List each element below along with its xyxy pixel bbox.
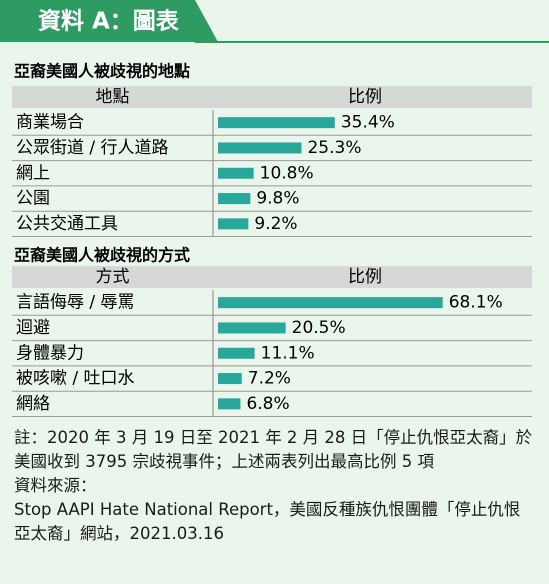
header-title: 資料 A：圖表	[38, 8, 180, 35]
category-label: 公眾街道 / 行人道路	[16, 138, 169, 158]
bar	[218, 218, 249, 230]
table-title: 亞裔美國人被歧視的地點	[14, 62, 190, 81]
column-header: 比例	[348, 87, 382, 107]
value-label: 35.4%	[341, 113, 395, 133]
category-label: 網上	[16, 163, 50, 183]
bar	[218, 142, 302, 154]
value-label: 7.2%	[248, 369, 291, 389]
bar	[218, 398, 241, 410]
notes: 註：2020 年 3 月 19 日至 2021 年 2 月 28 日「停止仇恨亞…	[14, 426, 536, 546]
value-label: 11.1%	[261, 343, 315, 363]
value-label: 68.1%	[449, 293, 503, 313]
header-banner	[0, 0, 218, 42]
category-label: 被咳嗽 / 吐口水	[16, 369, 135, 389]
column-header: 方式	[96, 267, 130, 287]
value-label: 25.3%	[307, 138, 361, 158]
header-row	[12, 86, 532, 108]
source: Stop AAPI Hate National Report，美國反種族仇恨團體…	[14, 500, 521, 543]
value-label: 20.5%	[292, 318, 346, 338]
bar	[218, 297, 443, 309]
value-label: 9.8%	[256, 189, 299, 209]
bar	[218, 322, 286, 334]
header-row	[12, 266, 532, 288]
bar	[218, 347, 255, 359]
note: 註：2020 年 3 月 19 日至 2021 年 2 月 28 日「停止仇恨亞…	[14, 428, 533, 471]
category-label: 迴避	[16, 318, 50, 338]
source-label: 資料來源：	[14, 476, 97, 495]
bar	[218, 167, 254, 179]
category-label: 言語侮辱 / 辱罵	[16, 293, 135, 313]
bar	[218, 117, 335, 129]
value-label: 10.8%	[260, 163, 314, 183]
category-label: 商業場合	[16, 113, 84, 133]
bar	[218, 193, 251, 205]
category-label: 公共交通工具	[16, 214, 118, 234]
bar	[218, 373, 242, 385]
value-label: 6.8%	[246, 394, 289, 414]
column-header: 地點	[96, 87, 130, 107]
value-label: 9.2%	[254, 214, 297, 234]
category-label: 身體暴力	[16, 343, 84, 363]
table-title: 亞裔美國人被歧視的方式	[14, 246, 190, 265]
category-label: 網絡	[16, 394, 50, 414]
column-header: 比例	[348, 267, 382, 287]
category-label: 公園	[16, 189, 50, 209]
